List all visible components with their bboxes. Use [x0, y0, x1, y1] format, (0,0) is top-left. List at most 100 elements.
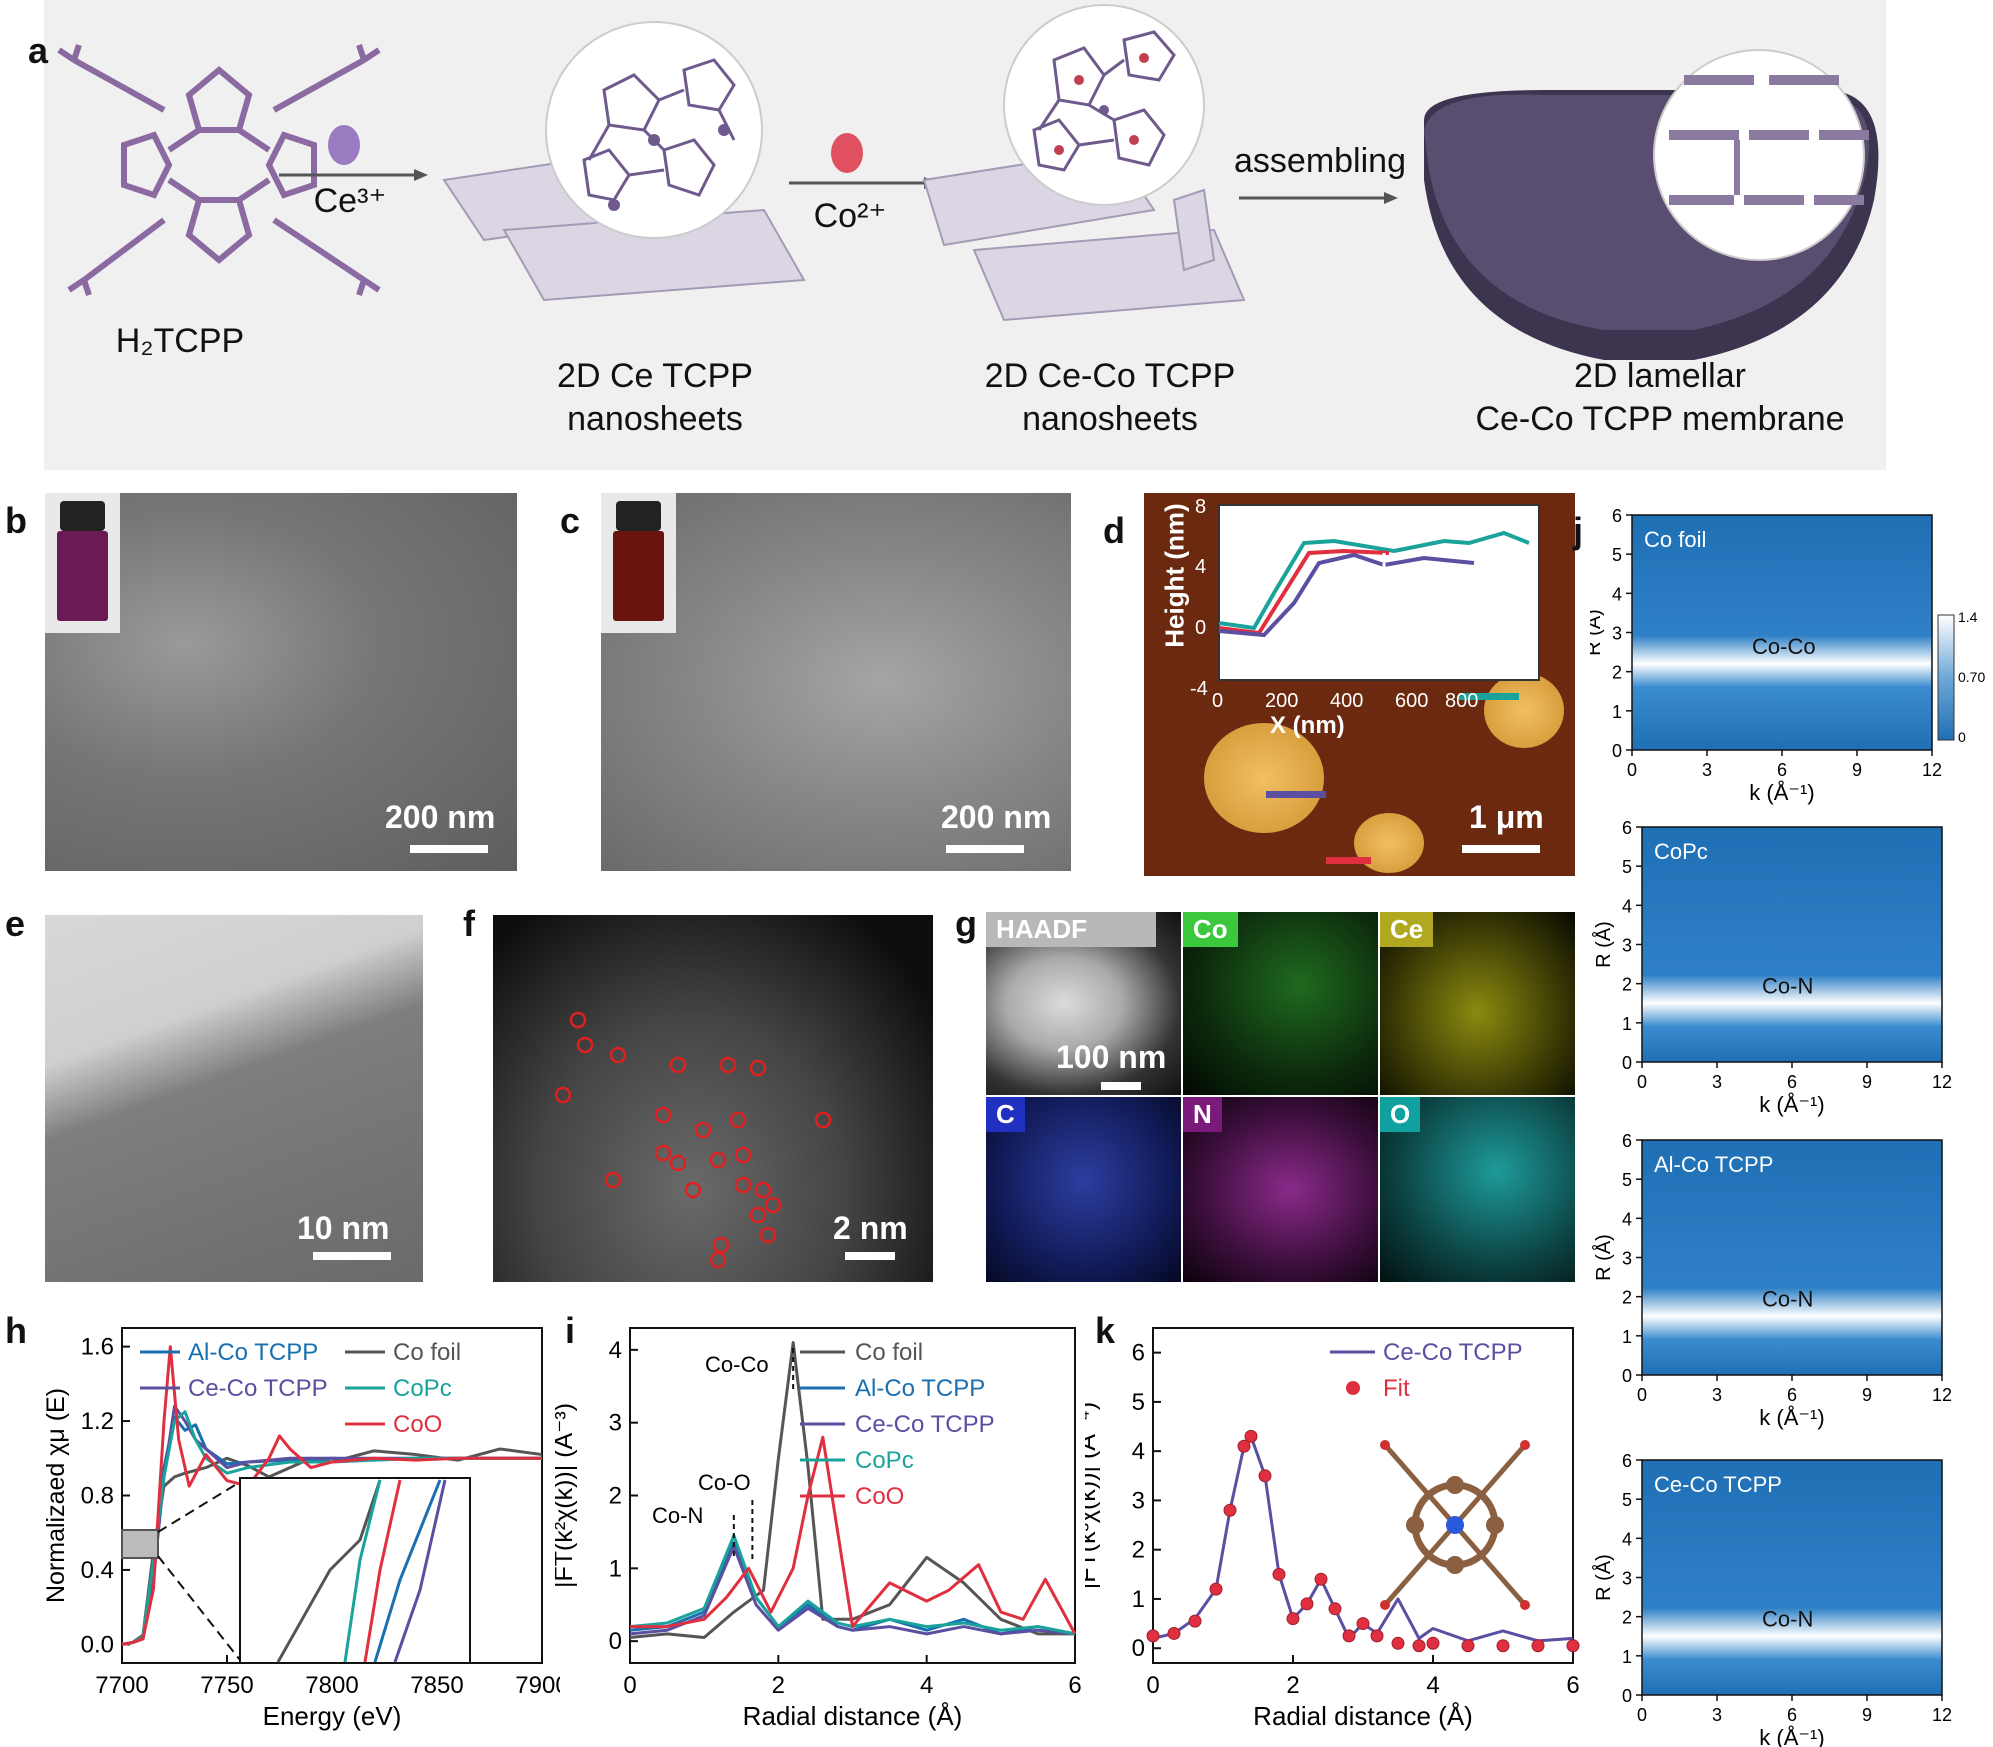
y-tick-label: 1: [1622, 1327, 1632, 1347]
fit-point: [1531, 1639, 1545, 1653]
product-2-line-1: 2D Ce-Co TCPP: [984, 357, 1236, 395]
fit-point: [1167, 1626, 1181, 1640]
heatmap-annotation: Co-N: [1762, 1606, 1813, 1631]
colorbar: [1937, 614, 1955, 741]
y-axis-label: R (Å): [1592, 921, 1615, 968]
y-axis-label: R (Å): [1592, 1234, 1615, 1281]
legend-label: CoO: [855, 1483, 904, 1510]
x-tick-label: 4: [920, 1672, 933, 1699]
x-tick-label: 6: [1787, 1705, 1797, 1725]
afm-ytick-1: 4: [1195, 556, 1207, 578]
colorbar-tick-label: 0: [1958, 729, 1966, 745]
series-line-coo: [630, 1435, 1077, 1635]
panel-label-h: h: [5, 1310, 27, 1351]
oxygen-atom: [1380, 1600, 1390, 1610]
y-tick-label: 0.4: [81, 1557, 114, 1584]
afm-xtick-2: 400: [1330, 690, 1364, 712]
fit-point: [1328, 1602, 1342, 1616]
panel-label-f: f: [463, 903, 475, 944]
pyrrole-ring: [1486, 1516, 1504, 1534]
co-ion-icon: [831, 133, 863, 173]
y-tick-label: 1: [1622, 1014, 1632, 1034]
y-tick-label: 4: [609, 1337, 622, 1364]
x-tick-label: 7850: [410, 1672, 463, 1699]
legend-label: Ce-Co TCPP: [1383, 1339, 1523, 1366]
y-tick-label: 5: [1622, 1170, 1632, 1190]
series-line-ce-co-tcpp: [1152, 1434, 1574, 1643]
x-tick-label: 3: [1712, 1385, 1722, 1405]
product-3-line-1: 2D lamellar: [1574, 357, 1746, 395]
scalebar-b: [410, 845, 488, 853]
ligand-label: H₂TCPP: [115, 322, 245, 360]
y-tick-label: 1: [1612, 702, 1622, 722]
y-tick-label: 0: [1612, 741, 1622, 761]
scalebar-label-f: 2 nm: [833, 1210, 908, 1246]
fit-point: [1496, 1639, 1510, 1653]
x-axis-label: Radial distance (Å): [743, 1701, 963, 1731]
scalebar-label-e: 10 nm: [297, 1210, 390, 1246]
series-line-co-foil: [629, 1341, 1075, 1640]
panel-label-e: e: [5, 903, 26, 944]
afm-xtick-4: 800: [1445, 690, 1479, 712]
y-axis-label: |FT(k²χ(k))| (Å⁻³): [555, 1403, 578, 1588]
scalebar-e: [313, 1252, 391, 1260]
x-axis-label: k (Å⁻¹): [1749, 780, 1814, 805]
pyrrole-ring: [1446, 1556, 1464, 1574]
series-line-copc: [629, 1534, 1076, 1636]
afm-ytick-3: -4: [1190, 678, 1208, 700]
oxygen-atom: [1520, 1600, 1530, 1610]
x-tick-label: 3: [1702, 760, 1712, 780]
oxygen-atom: [1520, 1440, 1530, 1450]
fit-point: [1146, 1629, 1160, 1643]
y-tick-label: 5: [1612, 545, 1622, 565]
legend-label: CoPc: [855, 1447, 914, 1474]
afm-xtick-1: 200: [1265, 690, 1299, 712]
panel-label-k: k: [1095, 1310, 1116, 1351]
colorbar-tick-label: 0.70: [1958, 669, 1985, 685]
afm-inset-annotation: 4.69 nm: [1395, 585, 1515, 621]
bond: [1453, 1523, 1527, 1607]
eds-map-n: N: [1183, 1097, 1378, 1282]
eds-label-o: O: [1380, 1097, 1421, 1132]
x-tick-label: 6: [1566, 1672, 1579, 1699]
product-1-line-2: nanosheets: [567, 399, 743, 438]
fit-point: [1237, 1439, 1251, 1453]
x-axis-label: k (Å⁻¹): [1759, 1405, 1824, 1430]
heatmap-title: CoPc: [1654, 839, 1708, 864]
y-tick-label: 4: [1612, 584, 1622, 604]
fit-point: [1426, 1636, 1440, 1650]
fit-point: [1342, 1629, 1356, 1643]
y-tick-label: 4: [1622, 896, 1632, 916]
annotation-co-n: Co-N: [652, 1503, 703, 1528]
pyrrole-ring: [1406, 1516, 1424, 1534]
cobalt-atom: [1446, 1516, 1464, 1534]
legend-label: Co foil: [855, 1339, 923, 1366]
vial-inset-b: [45, 493, 120, 633]
tem-image-e: 10 nm: [45, 915, 423, 1282]
nanosheet-2-graphic: [922, 4, 1246, 322]
zoom-inset-frame: [239, 1477, 471, 1664]
fit-point: [1566, 1639, 1580, 1653]
scalebar-c: [946, 845, 1024, 853]
legend-label: Fit: [1383, 1375, 1410, 1402]
fit-point: [1272, 1567, 1286, 1581]
x-tick-label: 12: [1932, 1385, 1952, 1405]
x-tick-label: 12: [1932, 1705, 1952, 1725]
x-tick-label: 2: [772, 1672, 785, 1699]
fit-point: [1370, 1629, 1384, 1643]
fit-point: [1461, 1639, 1475, 1653]
x-axis-label: k (Å⁻¹): [1759, 1092, 1824, 1117]
product-1-line-1: 2D Ce TCPP: [557, 357, 753, 395]
scalebar-label-g: 100 nm: [1056, 1039, 1167, 1075]
panel-label-d: d: [1103, 510, 1125, 551]
panel-label-i: i: [565, 1310, 576, 1351]
y-tick-label: 0: [1622, 1686, 1632, 1706]
y-tick-label: 3: [609, 1410, 622, 1437]
y-tick-label: 2: [1612, 663, 1622, 683]
x-tick-label: 2: [1286, 1672, 1299, 1699]
eds-label-co: Co: [1183, 912, 1238, 947]
x-tick-label: 0: [1637, 1385, 1647, 1405]
x-tick-label: 0: [1627, 760, 1637, 780]
x-tick-label: 6: [1787, 1072, 1797, 1092]
